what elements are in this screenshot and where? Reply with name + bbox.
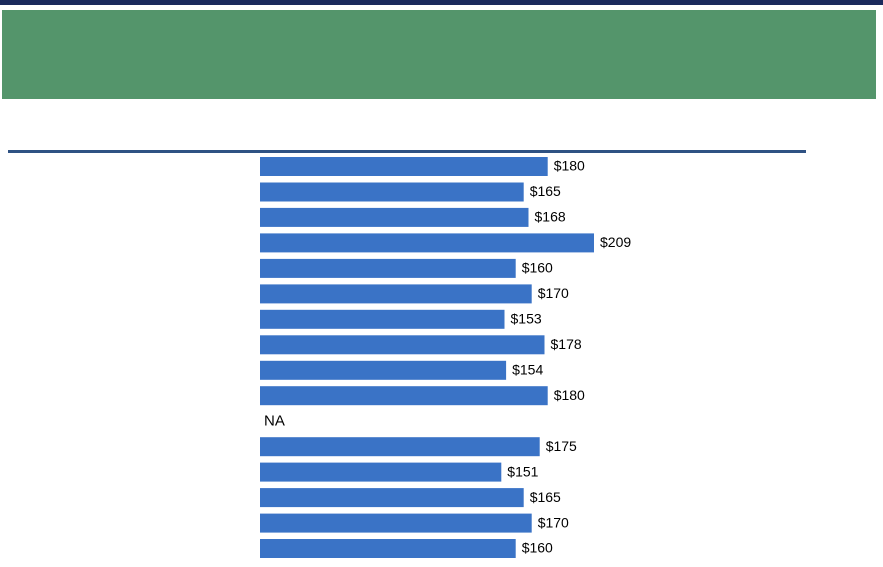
bar-value-label-7: $178 [551,336,582,352]
bar-value-label-15: $160 [522,540,553,556]
bar-value-label-0: $180 [554,158,585,174]
bar-value-label-6: $153 [511,311,542,327]
bar-15 [260,539,516,558]
bar-14 [260,513,532,533]
bar-3 [260,233,594,253]
bar-value-label-2: $168 [535,209,566,225]
bar-6 [260,309,505,329]
bar-8 [260,360,507,380]
title-banner [2,10,876,99]
bar-na-label-10: NA [264,413,285,430]
bar-13 [260,488,524,508]
bar-5 [260,284,532,304]
bar-2 [260,207,529,227]
bar-value-label-13: $165 [530,489,561,505]
bar-12 [260,462,502,482]
bar-value-label-1: $165 [530,183,561,199]
bar-value-label-14: $170 [538,514,569,530]
top-rule [0,0,883,5]
bar-11 [260,437,540,457]
header-divider [8,150,806,153]
bar-value-label-4: $160 [522,260,553,276]
bar-9 [260,386,548,406]
bar-value-label-3: $209 [600,234,631,250]
bar-value-label-5: $170 [538,285,569,301]
bar-value-label-12: $151 [507,463,538,479]
bar-7 [260,335,545,355]
bar-1 [260,182,524,202]
bar-4 [260,258,516,278]
bar-value-label-8: $154 [512,362,543,378]
bar-0 [260,157,548,176]
bar-value-label-11: $175 [546,438,577,454]
bar-value-label-9: $180 [554,387,585,403]
